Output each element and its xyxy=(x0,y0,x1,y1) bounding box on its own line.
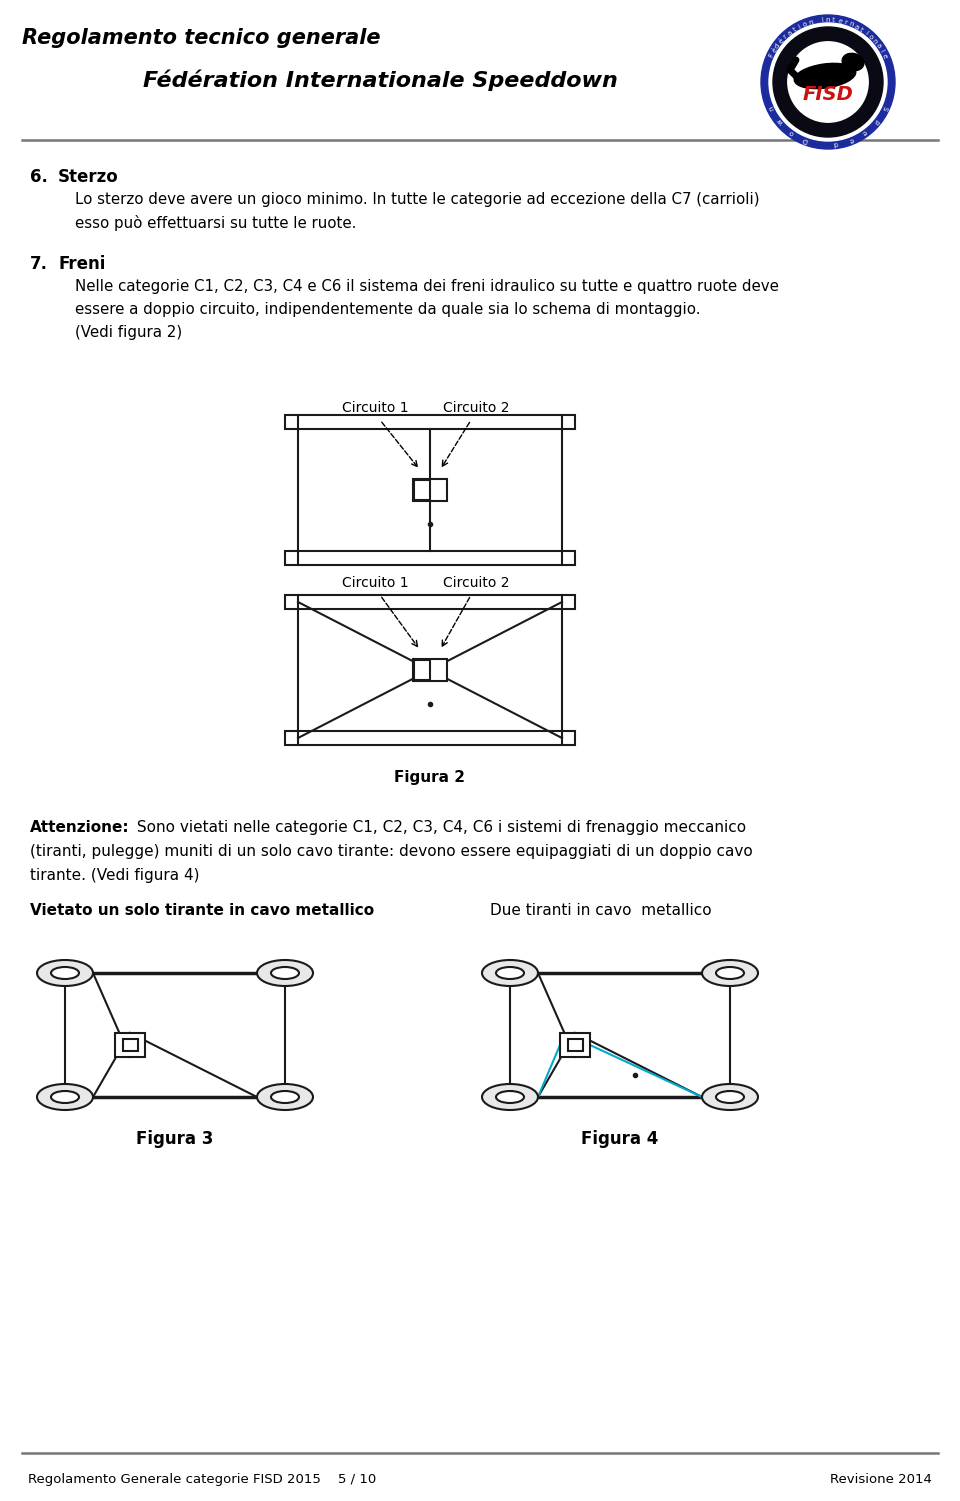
Text: Due tiranti in cavo  metallico: Due tiranti in cavo metallico xyxy=(490,904,711,919)
Bar xyxy=(414,480,430,500)
Bar xyxy=(285,414,575,429)
Ellipse shape xyxy=(496,967,524,979)
Text: i: i xyxy=(863,30,869,36)
Text: Vietato un solo tirante in cavo metallico: Vietato un solo tirante in cavo metallic… xyxy=(30,904,374,919)
Ellipse shape xyxy=(271,967,299,979)
Bar xyxy=(115,1033,145,1057)
Text: (tiranti, pulegge) muniti di un solo cavo tirante: devono essere equipaggiati di: (tiranti, pulegge) muniti di un solo cav… xyxy=(30,844,753,859)
Ellipse shape xyxy=(51,967,79,979)
Text: Figura 4: Figura 4 xyxy=(582,1130,659,1148)
Bar xyxy=(285,594,575,609)
Text: Circuito 1: Circuito 1 xyxy=(342,576,408,590)
Text: 6.: 6. xyxy=(30,168,48,186)
Text: r: r xyxy=(843,20,848,26)
Circle shape xyxy=(788,42,868,122)
Text: n: n xyxy=(768,105,776,111)
Ellipse shape xyxy=(716,1091,744,1103)
Text: Fédération Internationale Speeddown: Fédération Internationale Speeddown xyxy=(143,69,617,90)
Text: e: e xyxy=(880,53,888,59)
Text: t: t xyxy=(832,17,835,24)
Text: Figura 2: Figura 2 xyxy=(395,770,466,785)
Text: e: e xyxy=(848,137,854,143)
Bar xyxy=(414,660,430,680)
Text: w: w xyxy=(776,117,784,126)
Ellipse shape xyxy=(37,1084,93,1111)
Text: I: I xyxy=(821,17,824,24)
Ellipse shape xyxy=(271,1091,299,1103)
Ellipse shape xyxy=(716,967,744,979)
Bar xyxy=(123,1039,138,1051)
Ellipse shape xyxy=(482,961,538,986)
Text: Lo sterzo deve avere un gioco minimo. In tutte le categorie ad eccezione della C: Lo sterzo deve avere un gioco minimo. In… xyxy=(75,192,759,207)
Text: n: n xyxy=(826,17,830,23)
Bar xyxy=(568,1039,583,1051)
Text: o: o xyxy=(788,129,795,135)
Text: t: t xyxy=(858,27,864,33)
Text: e: e xyxy=(837,18,842,24)
Text: n: n xyxy=(848,21,854,29)
Text: Circuito 2: Circuito 2 xyxy=(443,401,509,414)
Text: essere a doppio circuito, indipendentemente da quale sia lo schema di montaggio.: essere a doppio circuito, indipendenteme… xyxy=(75,302,701,317)
Text: é: é xyxy=(778,38,785,45)
Ellipse shape xyxy=(496,1091,524,1103)
Text: Circuito 2: Circuito 2 xyxy=(443,576,509,590)
Ellipse shape xyxy=(702,1084,758,1111)
Bar xyxy=(285,731,575,744)
Text: e: e xyxy=(861,129,868,135)
Text: i: i xyxy=(798,24,802,30)
Text: Figura 3: Figura 3 xyxy=(136,1130,214,1148)
Text: Freni: Freni xyxy=(58,255,106,273)
Text: o: o xyxy=(802,21,808,29)
Text: a: a xyxy=(853,23,859,30)
Ellipse shape xyxy=(257,961,313,986)
Text: Sono vietati nelle categorie C1, C2, C3, C4, C6 i sistemi di frenaggio meccanico: Sono vietati nelle categorie C1, C2, C3,… xyxy=(132,820,746,835)
Ellipse shape xyxy=(842,54,864,71)
Ellipse shape xyxy=(37,961,93,986)
Circle shape xyxy=(773,27,883,137)
Text: t: t xyxy=(792,27,798,33)
Text: l: l xyxy=(878,48,884,53)
Text: FISD: FISD xyxy=(803,86,853,105)
Text: Sterzo: Sterzo xyxy=(58,168,119,186)
Text: (Vedi figura 2): (Vedi figura 2) xyxy=(75,326,182,341)
Text: n: n xyxy=(807,20,814,26)
Text: 7.: 7. xyxy=(30,255,48,273)
Text: F: F xyxy=(768,53,776,59)
Text: Nelle categorie C1, C2, C3, C4 e C6 il sistema dei freni idraulico su tutte e qu: Nelle categorie C1, C2, C3, C4 e C6 il s… xyxy=(75,279,779,294)
Text: r: r xyxy=(782,33,788,41)
Text: Regolamento Generale categorie FISD 2015    5 / 10: Regolamento Generale categorie FISD 2015… xyxy=(28,1472,376,1486)
Bar xyxy=(560,1033,590,1057)
Ellipse shape xyxy=(794,63,855,89)
Text: Attenzione:: Attenzione: xyxy=(30,820,130,835)
Ellipse shape xyxy=(257,1084,313,1111)
Text: o: o xyxy=(867,33,875,41)
Text: Revisione 2014: Revisione 2014 xyxy=(830,1472,932,1486)
Text: d: d xyxy=(833,140,838,147)
Ellipse shape xyxy=(482,1084,538,1111)
Text: esso può effettuarsi su tutte le ruote.: esso può effettuarsi su tutte le ruote. xyxy=(75,215,356,231)
Text: a: a xyxy=(786,30,793,36)
Text: n: n xyxy=(871,38,878,45)
Text: Regolamento tecnico generale: Regolamento tecnico generale xyxy=(22,29,380,48)
Text: Circuito 1: Circuito 1 xyxy=(342,401,408,414)
Bar xyxy=(285,551,575,564)
Text: p: p xyxy=(873,117,879,125)
Text: D: D xyxy=(802,137,808,144)
Text: é: é xyxy=(771,47,779,54)
Text: d: d xyxy=(774,42,781,50)
Bar xyxy=(413,479,447,501)
Text: a: a xyxy=(875,42,882,50)
Text: S: S xyxy=(880,105,888,111)
Circle shape xyxy=(769,23,887,141)
Ellipse shape xyxy=(51,1091,79,1103)
Text: tirante. (Vedi figura 4): tirante. (Vedi figura 4) xyxy=(30,868,200,883)
Bar xyxy=(413,659,447,681)
Ellipse shape xyxy=(702,961,758,986)
Circle shape xyxy=(761,15,895,149)
